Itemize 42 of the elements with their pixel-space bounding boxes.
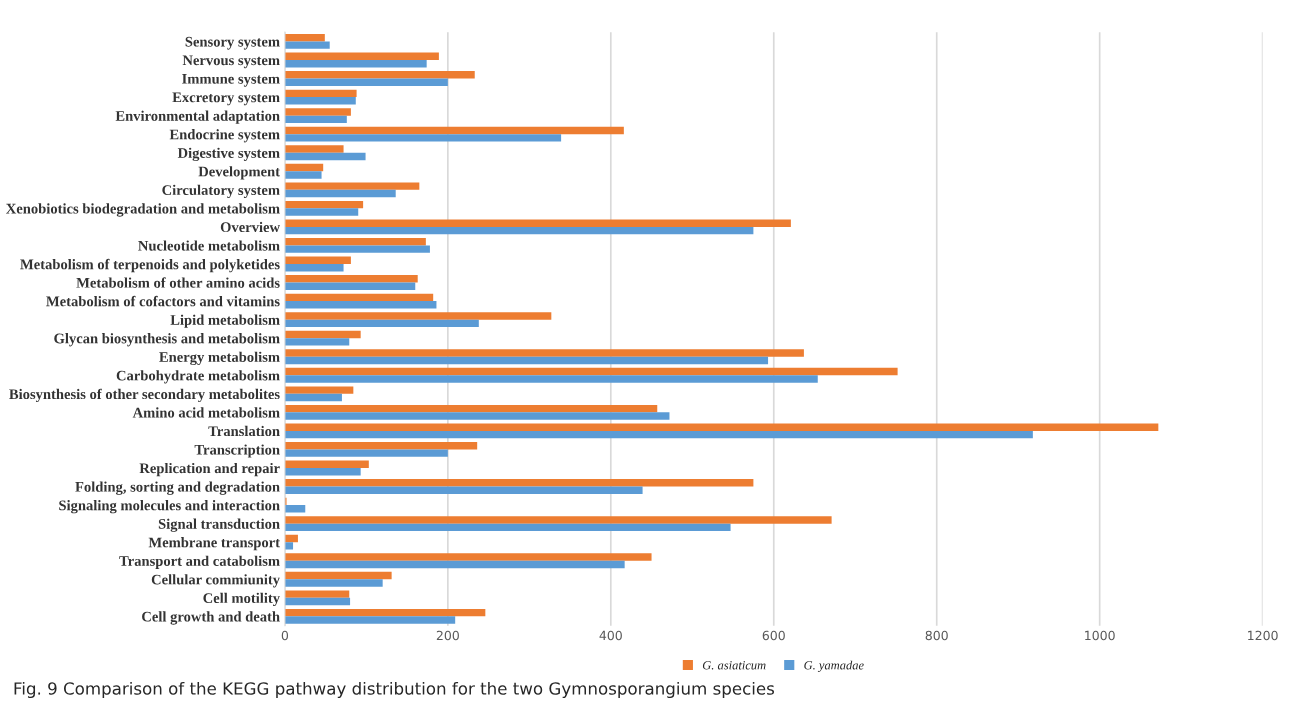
- y-tick-label: Circulatory system: [162, 184, 280, 199]
- y-tick-label: Replication and repair: [139, 462, 280, 477]
- y-tick-label: Metabolism of other amino acids: [76, 277, 280, 288]
- x-tick-label: 600: [762, 630, 785, 641]
- x-tick-label: 0: [281, 630, 289, 641]
- y-tick-label: Nervous system: [182, 55, 280, 69]
- y-tick-label: Cellular commiunity: [151, 574, 280, 588]
- y-tick-label: Cell growth and death: [142, 611, 280, 625]
- legend-label: G. yamadae: [804, 660, 864, 673]
- y-tick-label: Energy metabolism: [159, 351, 280, 365]
- y-tick-label: Membrane transport: [148, 537, 280, 551]
- y-tick-label: Overview: [220, 221, 280, 233]
- y-tick-label: Endocrine system: [169, 129, 280, 143]
- y-tick-label: Signal transduction: [158, 518, 280, 532]
- x-tick-label: 200: [436, 630, 459, 641]
- legend-label: G. asiaticum: [702, 661, 766, 670]
- y-tick-label: Transcription: [194, 444, 280, 458]
- y-tick-label: Transport and catabolism: [119, 555, 280, 569]
- x-tick-label: 400: [599, 630, 622, 641]
- y-tick-label: Digestive system: [177, 147, 280, 161]
- y-tick-label: Xenobiotics biodegradation and metabolism: [6, 203, 280, 217]
- y-tick-label: Nucleotide metabolism: [138, 240, 280, 251]
- x-tick-label: 1000: [1085, 630, 1115, 641]
- y-tick-label: Translation: [208, 425, 280, 437]
- y-tick-label: Sensory system: [185, 36, 280, 50]
- y-tick-label: Signaling molecules and interaction: [59, 500, 280, 514]
- x-tick-label: 1200: [1248, 630, 1278, 641]
- y-tick-label: Metabolism of terpenoids and polyketides: [20, 258, 280, 273]
- caption: Fig. 9 Comparison of the KEGG pathway distribution for the two Gymnosporangium species: [14, 681, 775, 699]
- y-tick-label: Folding, sorting and degradation: [75, 481, 280, 495]
- y-tick-label: Biosynthesis of other secondary metabolites: [9, 388, 280, 403]
- y-tick-label: Lipid metabolism: [170, 314, 280, 328]
- x-tick-label: 800: [925, 630, 948, 641]
- y-tick-label: Carbohydrate metabolism: [116, 370, 280, 384]
- y-tick-label: Immune system: [182, 74, 280, 87]
- y-tick-label: Amino acid metabolism: [132, 407, 280, 418]
- y-tick-label: Environmental adaptation: [115, 110, 280, 124]
- y-tick-label: Metabolism of cofactors and vitamins: [46, 295, 280, 307]
- y-tick-label: Development: [198, 166, 280, 180]
- y-tick-label: Glycan biosynthesis and metabolism: [54, 333, 280, 347]
- y-tick-label: Cell motility: [203, 592, 280, 607]
- y-tick-label: Excretory system: [172, 92, 280, 106]
